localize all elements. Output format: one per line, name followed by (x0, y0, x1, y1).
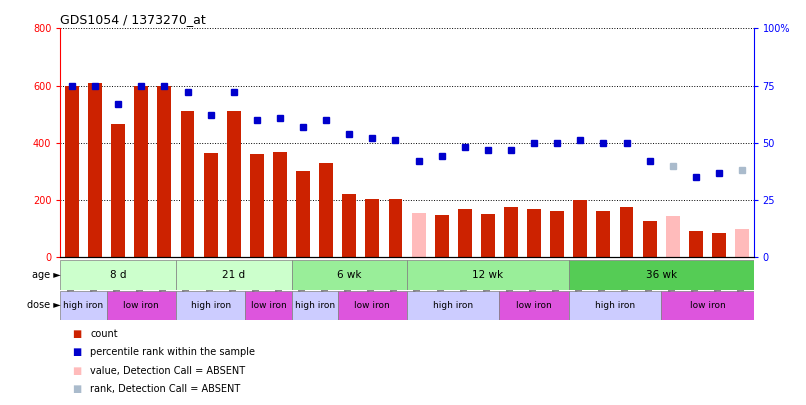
Bar (573, 200, 588, 257)
Text: GDS1054 / 1373270_at: GDS1054 / 1373270_at (60, 13, 206, 26)
Text: low iron: low iron (689, 301, 725, 310)
Bar (245, 291, 292, 320)
Bar (569, 260, 754, 290)
Text: low iron: low iron (123, 301, 160, 310)
Bar (88, 83, 102, 257)
Text: low iron: low iron (355, 301, 390, 310)
Bar (365, 198, 380, 257)
Bar (500, 291, 569, 320)
Bar (481, 214, 495, 257)
Text: ■: ■ (73, 366, 81, 375)
Bar (712, 233, 726, 257)
Bar (181, 111, 194, 257)
Text: value, Detection Call = ABSENT: value, Detection Call = ABSENT (90, 366, 245, 375)
Bar (642, 222, 657, 257)
Bar (434, 215, 449, 257)
Text: low iron: low iron (516, 301, 552, 310)
Text: ■: ■ (73, 347, 81, 357)
Bar (569, 291, 661, 320)
Text: low iron: low iron (251, 301, 286, 310)
Text: ■: ■ (73, 329, 81, 339)
Bar (296, 171, 310, 257)
Text: 6 wk: 6 wk (337, 270, 362, 280)
Text: high iron: high iron (64, 301, 104, 310)
Bar (689, 231, 703, 257)
Bar (407, 291, 500, 320)
Text: high iron: high iron (190, 301, 231, 310)
Bar (550, 211, 564, 257)
Text: high iron: high iron (595, 301, 635, 310)
Bar (504, 207, 518, 257)
Bar (388, 198, 402, 257)
Bar (292, 260, 407, 290)
Bar (735, 228, 749, 257)
Text: ■: ■ (73, 384, 81, 394)
Bar (343, 194, 356, 257)
Bar (273, 152, 287, 257)
Bar (60, 291, 106, 320)
Bar (204, 153, 218, 257)
Bar (412, 213, 426, 257)
Bar (458, 209, 472, 257)
Bar (135, 85, 148, 257)
Bar (407, 260, 569, 290)
Text: 8 d: 8 d (110, 270, 127, 280)
Bar (65, 85, 79, 257)
Bar (176, 260, 292, 290)
Bar (666, 216, 679, 257)
Bar (111, 124, 125, 257)
Text: high iron: high iron (433, 301, 473, 310)
Text: percentile rank within the sample: percentile rank within the sample (90, 347, 256, 357)
Text: 36 wk: 36 wk (646, 270, 677, 280)
Bar (106, 291, 176, 320)
Bar (319, 163, 333, 257)
Text: rank, Detection Call = ABSENT: rank, Detection Call = ABSENT (90, 384, 240, 394)
Bar (661, 291, 754, 320)
Bar (338, 291, 407, 320)
Text: dose ►: dose ► (27, 301, 60, 310)
Bar (226, 111, 241, 257)
Bar (250, 154, 264, 257)
Bar (527, 209, 541, 257)
Text: 21 d: 21 d (222, 270, 245, 280)
Bar (292, 291, 338, 320)
Text: count: count (90, 329, 118, 339)
Text: high iron: high iron (294, 301, 334, 310)
Bar (60, 260, 176, 290)
Bar (596, 211, 610, 257)
Bar (157, 85, 172, 257)
Text: age ►: age ► (31, 270, 60, 280)
Bar (620, 207, 634, 257)
Bar (176, 291, 245, 320)
Text: 12 wk: 12 wk (472, 270, 504, 280)
